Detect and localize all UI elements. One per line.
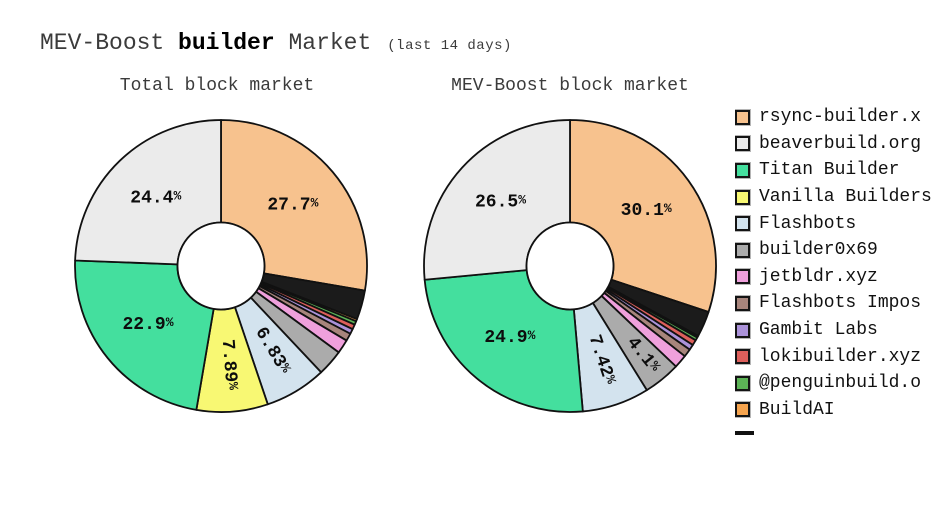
legend-item: Gambit Labs bbox=[735, 317, 942, 344]
legend-swatch-icon bbox=[735, 215, 751, 233]
legend-item: Titan Builder bbox=[735, 157, 942, 184]
legend-item-label: Titan Builder bbox=[759, 160, 900, 181]
title-note: (last 14 days) bbox=[387, 38, 512, 54]
legend-item-label: beaverbuild.org bbox=[759, 133, 922, 154]
legend-item-label: Gambit Labs bbox=[759, 320, 878, 341]
pie-slice-label: 30.1% bbox=[621, 201, 672, 222]
legend: rsync-builder.x beaverbuild.org Titan Buil… bbox=[735, 104, 942, 435]
legend-swatch-icon bbox=[735, 268, 751, 286]
legend-item-label: builder0x69 bbox=[759, 240, 878, 261]
legend-item-label: jetbldr.xyz bbox=[759, 266, 878, 287]
pie-chart-total-block-market: 27.7%6.83%7.89%22.9%24.4% bbox=[74, 119, 368, 413]
legend-item: BuildAI bbox=[735, 397, 942, 424]
legend-swatch-icon bbox=[735, 348, 751, 366]
chart-title-total-block-market: Total block market bbox=[119, 76, 315, 96]
legend-swatch-icon bbox=[735, 241, 751, 259]
donut-hole bbox=[176, 221, 266, 311]
title-suffix: Market bbox=[274, 30, 372, 56]
legend-swatch-icon bbox=[735, 108, 751, 126]
legend-item: @penguinbuild.o bbox=[735, 370, 942, 397]
legend-swatch-icon bbox=[735, 188, 751, 206]
legend-item-label: @penguinbuild.o bbox=[759, 373, 922, 394]
legend-item-label: rsync-builder.x bbox=[759, 107, 922, 128]
legend-swatch-icon bbox=[735, 294, 751, 312]
legend-swatch-icon bbox=[735, 135, 751, 153]
pie-slice-label: 26.5% bbox=[475, 192, 526, 213]
legend-item-label: BuildAI bbox=[759, 399, 835, 420]
pie-slice-label: 22.9% bbox=[122, 315, 173, 336]
pie-slice-label: 27.7% bbox=[267, 195, 318, 216]
legend-item-label: Flashbots Impos bbox=[759, 293, 922, 314]
legend-item: jetbldr.xyz bbox=[735, 264, 942, 291]
legend-item: beaverbuild.org bbox=[735, 131, 942, 158]
legend-item-label: Vanilla Builders bbox=[759, 187, 932, 208]
legend-item: rsync-builder.x bbox=[735, 104, 942, 131]
pie-chart-mevboost-block-market: 30.1%4.1%7.42%24.9%26.5% bbox=[423, 119, 717, 413]
chart-title-mevboost-block-market: MEV-Boost block market bbox=[451, 76, 689, 96]
legend-partial-swatch bbox=[735, 431, 754, 435]
legend-item: Flashbots bbox=[735, 210, 942, 237]
title-prefix: MEV-Boost bbox=[40, 30, 179, 56]
legend-swatch-icon bbox=[735, 374, 751, 392]
legend-item-label: Flashbots bbox=[759, 213, 857, 234]
legend-item: builder0x69 bbox=[735, 237, 942, 264]
pie-slice-label: 7.89% bbox=[217, 338, 241, 391]
title-emphasis: builder bbox=[178, 30, 275, 56]
donut-hole bbox=[525, 221, 615, 311]
pie-slice-label: 24.9% bbox=[484, 328, 535, 349]
legend-swatch-icon bbox=[735, 401, 751, 419]
legend-item-label: lokibuilder.xyz bbox=[759, 346, 922, 367]
legend-item: lokibuilder.xyz bbox=[735, 343, 942, 370]
legend-item: Vanilla Builders bbox=[735, 184, 942, 211]
legend-swatch-icon bbox=[735, 321, 751, 339]
page-title: MEV-Boost builder Market (last 14 days) bbox=[40, 30, 512, 56]
pie-slice-label: 24.4% bbox=[130, 188, 181, 209]
legend-item: Flashbots Impos bbox=[735, 290, 942, 317]
legend-swatch-icon bbox=[735, 161, 751, 179]
